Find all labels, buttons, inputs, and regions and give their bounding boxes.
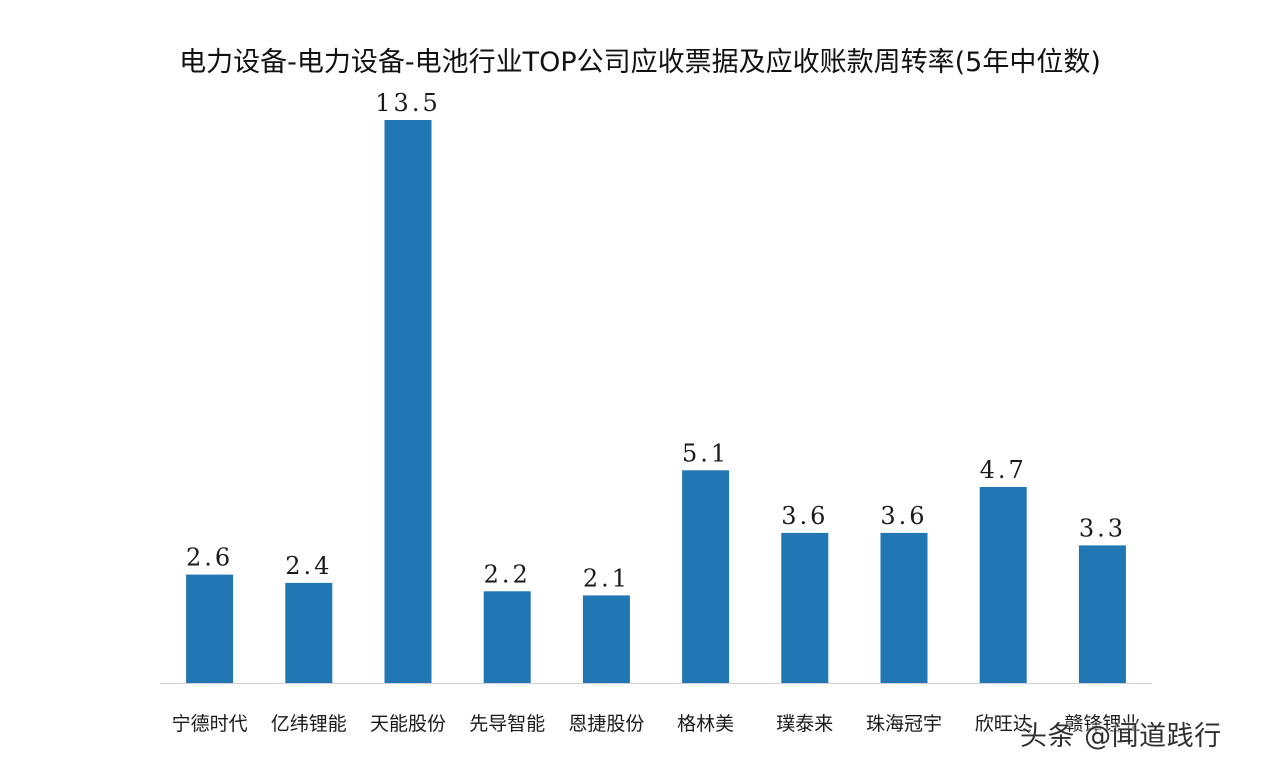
value-label-6: 3.6 [781,502,828,530]
value-label-3: 2.2 [484,560,531,588]
value-label-7: 3.6 [880,502,927,530]
bar-0 [186,574,234,683]
chart-title: 电力设备-电力设备-电池行业TOP公司应收票据及应收账款周转率(5年中位数) [179,47,1101,78]
bar-6 [781,532,829,683]
bar-2 [384,120,432,683]
bar-5 [682,470,730,683]
value-label-8: 4.7 [980,456,1027,484]
category-label-3: 先导智能 [469,713,545,735]
bar-1 [285,582,333,683]
category-label-6: 璞泰来 [776,713,833,735]
bar-9 [1078,545,1126,683]
category-labels-layer: 宁德时代 亿纬锂能 天能股份 先导智能 恩捷股份 格林美 璞泰来 珠海冠宇 欣旺达 赣锋锂业 [172,713,1141,735]
category-label-0: 宁德时代 [172,713,248,735]
watermark: 头条 @闻道践行 [1020,721,1222,752]
bar-7 [880,532,928,683]
value-labels-layer: 2.6 2.4 13.5 2.2 2.1 5.1 3.6 3.6 4.7 3.3 [186,89,1126,592]
value-label-5: 5.1 [682,439,729,467]
category-label-5: 格林美 [677,713,734,735]
category-label-9: 赣锋锂业 [1064,713,1140,735]
category-label-8: 欣旺达 [975,713,1032,735]
bar-8 [979,487,1027,683]
value-label-9: 3.3 [1079,514,1126,542]
category-label-2: 天能股份 [370,713,446,735]
category-label-7: 珠海冠宇 [866,713,942,735]
bar-3 [483,591,531,683]
bars-layer [186,120,1126,683]
bar-4 [582,595,630,683]
category-label-1: 亿纬锂能 [271,713,347,735]
value-label-0: 2.6 [186,544,233,572]
category-label-4: 恩捷股份 [568,713,644,735]
value-label-2: 13.5 [375,89,440,117]
value-label-1: 2.4 [285,552,332,580]
value-label-4: 2.1 [583,564,630,592]
